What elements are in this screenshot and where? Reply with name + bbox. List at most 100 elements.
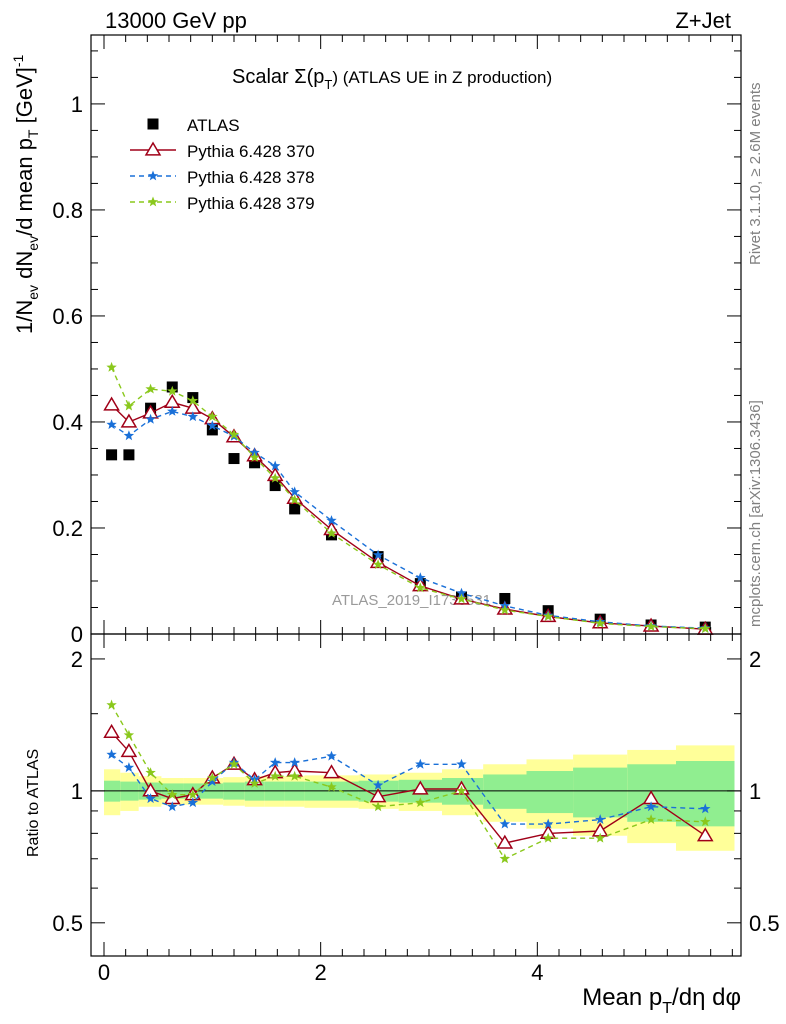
ratio-data-point bbox=[289, 770, 300, 781]
main-data-point bbox=[106, 361, 117, 372]
main-y-tick-label: 0.6 bbox=[52, 304, 83, 329]
ratio-data-point bbox=[123, 729, 135, 740]
main-y-axis-label: 1/Nev dNev/d mean pT [GeV]-1 bbox=[10, 54, 41, 334]
legend: ATLAS Pythia 6.428 370 Pythia 6.428 378 … bbox=[130, 116, 315, 213]
x-axis-label: Mean pT/dη dφ bbox=[582, 984, 741, 1017]
main-data-point bbox=[326, 515, 337, 525]
main-data-point bbox=[269, 472, 281, 483]
main-panel: 00.20.40.60.81 ATLAS_2019_I1736531 Scala… bbox=[10, 34, 742, 647]
ratio-data-point bbox=[106, 749, 117, 759]
ratio-data-point bbox=[326, 750, 337, 761]
plot-title: Scalar Σ(pT) (ATLAS UE in Z production) bbox=[232, 66, 552, 92]
ratio-y-tick-label-right: 2 bbox=[749, 647, 761, 672]
main-data-point bbox=[456, 587, 467, 598]
x-tick-label: 4 bbox=[531, 960, 543, 985]
main-data-point bbox=[228, 453, 240, 465]
ratio-data-point bbox=[415, 758, 426, 769]
ratio-data-point bbox=[145, 767, 156, 778]
ratio-band-inner bbox=[676, 760, 735, 827]
ratio-data-point bbox=[496, 834, 514, 849]
ratio-data-point bbox=[696, 827, 714, 842]
main-data-point bbox=[249, 457, 261, 469]
ratio-data-point bbox=[594, 832, 606, 843]
main-y-tick-label: 0.4 bbox=[52, 410, 83, 435]
main-y-tick-label: 0 bbox=[71, 622, 83, 647]
main-y-tick-label: 0.2 bbox=[52, 516, 83, 541]
main-data-point bbox=[326, 527, 337, 538]
main-data-point bbox=[249, 452, 260, 462]
side-label-mcplots: mcplots.cern.ch [arXiv:1306.3436] bbox=[747, 400, 764, 627]
ratio-data-point bbox=[542, 818, 554, 829]
legend-label-379: Pythia 6.428 379 bbox=[187, 194, 315, 213]
process-label: Z+Jet bbox=[675, 8, 731, 33]
main-data-point bbox=[187, 411, 199, 422]
main-data-point bbox=[228, 429, 240, 440]
ratio-y-tick-label: 0.5 bbox=[52, 911, 83, 936]
ratio-data-point bbox=[103, 723, 120, 738]
ratio-axis-ticks: 0.5 0.5 1 1 2 2 bbox=[52, 634, 780, 956]
x-tick-label: 0 bbox=[98, 960, 110, 985]
ratio-data-point bbox=[645, 814, 657, 824]
side-label-rivet: Rivet 3.1.10, ≥ 2.6M events bbox=[747, 83, 764, 266]
main-data-point bbox=[103, 396, 120, 411]
ratio-data-point bbox=[269, 757, 281, 768]
ratio-data-point bbox=[269, 770, 281, 781]
ratio-data-point bbox=[323, 764, 340, 779]
ratio-data-point bbox=[228, 758, 240, 769]
main-data-point bbox=[123, 400, 135, 411]
main-data-point bbox=[167, 405, 178, 416]
ratio-data-point bbox=[499, 818, 511, 829]
ratio-data-point bbox=[249, 777, 260, 788]
main-data-point bbox=[163, 393, 181, 409]
ratio-data-point bbox=[645, 801, 657, 812]
ratio-data-point bbox=[542, 832, 554, 843]
legend-label-370: Pythia 6.428 370 bbox=[187, 142, 315, 161]
main-data-point bbox=[123, 449, 135, 461]
main-data-point bbox=[700, 623, 711, 634]
ratio-data-point bbox=[187, 789, 199, 800]
ratio-data-point bbox=[167, 789, 178, 800]
ratio-data-point bbox=[187, 797, 199, 808]
ratio-y-tick-label: 1 bbox=[71, 779, 83, 804]
ratio-y-tick-label: 2 bbox=[71, 647, 83, 672]
main-data-point bbox=[123, 430, 135, 441]
ratio-data-point bbox=[106, 699, 117, 710]
ratio-uncertainty-bands bbox=[104, 745, 735, 851]
legend-label-378: Pythia 6.428 378 bbox=[187, 168, 315, 187]
main-data-point bbox=[206, 424, 218, 436]
legend-marker bbox=[147, 118, 159, 130]
ratio-data-point bbox=[594, 814, 606, 824]
main-data-point bbox=[167, 385, 178, 396]
ratio-data-point bbox=[372, 801, 384, 812]
main-y-tick-label: 1 bbox=[71, 92, 83, 117]
ratio-band-inner bbox=[526, 771, 574, 814]
legend-marker bbox=[144, 141, 162, 156]
ratio-data-point bbox=[415, 797, 426, 808]
ratio-data-point bbox=[145, 793, 156, 804]
main-data-point bbox=[145, 383, 156, 394]
ratio-series-marks bbox=[103, 699, 714, 864]
main-data-point bbox=[456, 593, 467, 604]
main-data-point bbox=[542, 611, 554, 621]
ratio-data-point bbox=[207, 776, 218, 786]
x-tick-label: 2 bbox=[315, 960, 327, 985]
main-data-point bbox=[415, 572, 426, 583]
ratio-data-point bbox=[167, 801, 178, 812]
main-data-point bbox=[499, 604, 511, 615]
legend-label-atlas: ATLAS bbox=[187, 116, 240, 135]
ratio-data-point bbox=[289, 757, 300, 768]
main-data-point bbox=[120, 413, 138, 428]
main-data-point bbox=[207, 420, 218, 431]
main-data-point bbox=[207, 411, 218, 422]
energy-label: 13000 GeV pp bbox=[105, 8, 247, 33]
main-axis-ticks: 0 0.2 0.4 0.6 0.8 1 bbox=[52, 35, 741, 647]
main-series-line bbox=[110, 367, 706, 630]
ratio-data-point bbox=[456, 785, 467, 796]
main-data-point bbox=[269, 480, 281, 492]
main-data-point bbox=[594, 617, 606, 628]
ratio-band-inner bbox=[573, 767, 628, 818]
ratio-y-axis-label: Ratio to ATLAS bbox=[25, 749, 42, 857]
main-data-point bbox=[145, 413, 156, 424]
main-series-marks bbox=[103, 361, 714, 635]
